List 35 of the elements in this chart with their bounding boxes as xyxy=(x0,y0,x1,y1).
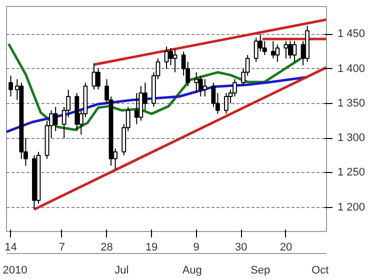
y-tick-label: 1 450 xyxy=(338,28,366,40)
y-tick-label: 1 400 xyxy=(338,62,366,75)
candlestick xyxy=(8,75,13,97)
y-tick-label: 1 300 xyxy=(338,132,366,144)
candlestick xyxy=(92,62,96,90)
candlestick xyxy=(284,40,288,59)
x2-tick-label: Oct xyxy=(312,264,329,276)
x-tick-label: 7 xyxy=(58,242,66,254)
x2-tick-label: Sep xyxy=(250,264,270,276)
x2-tick-label: Jul xyxy=(114,264,129,276)
candlestick xyxy=(270,40,276,59)
candlestick xyxy=(292,40,297,62)
x-tick-label: 14 xyxy=(4,242,17,254)
candlestick xyxy=(164,46,169,70)
x-tick-label: 20 xyxy=(280,242,292,254)
candlestick xyxy=(198,75,203,97)
x2-tick-label: 2010 xyxy=(2,264,28,276)
candlestick xyxy=(224,92,228,114)
candlestick xyxy=(202,78,208,97)
x-tick-label: 19 xyxy=(145,242,158,254)
candlestick xyxy=(134,92,139,125)
y-tick-label: 1 250 xyxy=(338,166,366,179)
candlestick xyxy=(96,68,100,90)
candlestick xyxy=(275,44,280,62)
x-tick-label: 28 xyxy=(100,242,113,254)
candlestick xyxy=(53,106,58,132)
y-tick-label: 1 350 xyxy=(338,97,366,110)
x2-tick-label: Aug xyxy=(182,264,202,276)
candlestick xyxy=(194,72,199,94)
y-tick-label: 1 200 xyxy=(338,201,366,214)
x-tick-label: 30 xyxy=(235,242,248,254)
candlestick xyxy=(288,40,292,59)
x-tick-label: 9 xyxy=(193,242,200,254)
candlestick xyxy=(172,48,178,73)
candlestick xyxy=(254,37,258,62)
